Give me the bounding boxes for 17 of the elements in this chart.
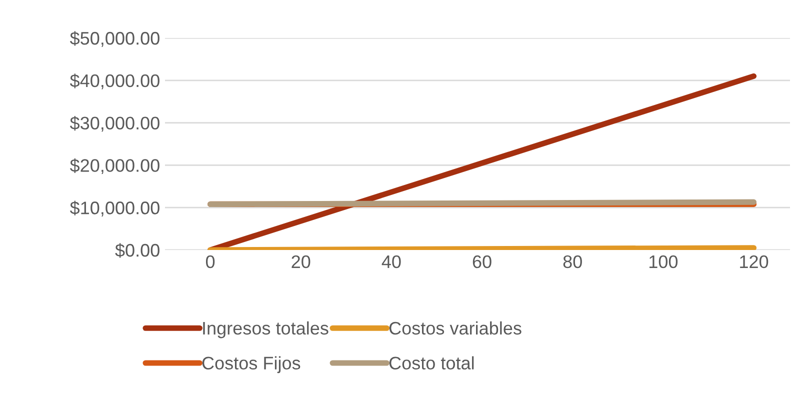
x-tick-label: 20 — [292, 255, 310, 268]
x-tick-label: 100 — [650, 255, 678, 268]
legend-label: Ingresos totales — [203, 321, 328, 338]
y-tick-label: $50,000.00 — [70, 31, 160, 47]
legend-label: Costo total — [389, 356, 474, 370]
legend-label: Costos Fijos — [202, 356, 300, 374]
x-tick-label: 80 — [563, 255, 582, 268]
y-tick-label: $40,000.00 — [70, 74, 160, 90]
y-tick-label: $20,000.00 — [70, 158, 160, 174]
x-tick-label: 60 — [472, 255, 492, 268]
y-tick-label: $0.00 — [115, 243, 160, 258]
x-tick-label: 40 — [382, 255, 401, 268]
legend-label: Costos variables — [389, 321, 522, 335]
x-tick-label: 120 — [740, 255, 768, 268]
y-tick-label: $30,000.00 — [70, 116, 160, 132]
y-tick-label: $10,000.00 — [70, 200, 160, 216]
x-tick-label: 0 — [206, 255, 215, 268]
